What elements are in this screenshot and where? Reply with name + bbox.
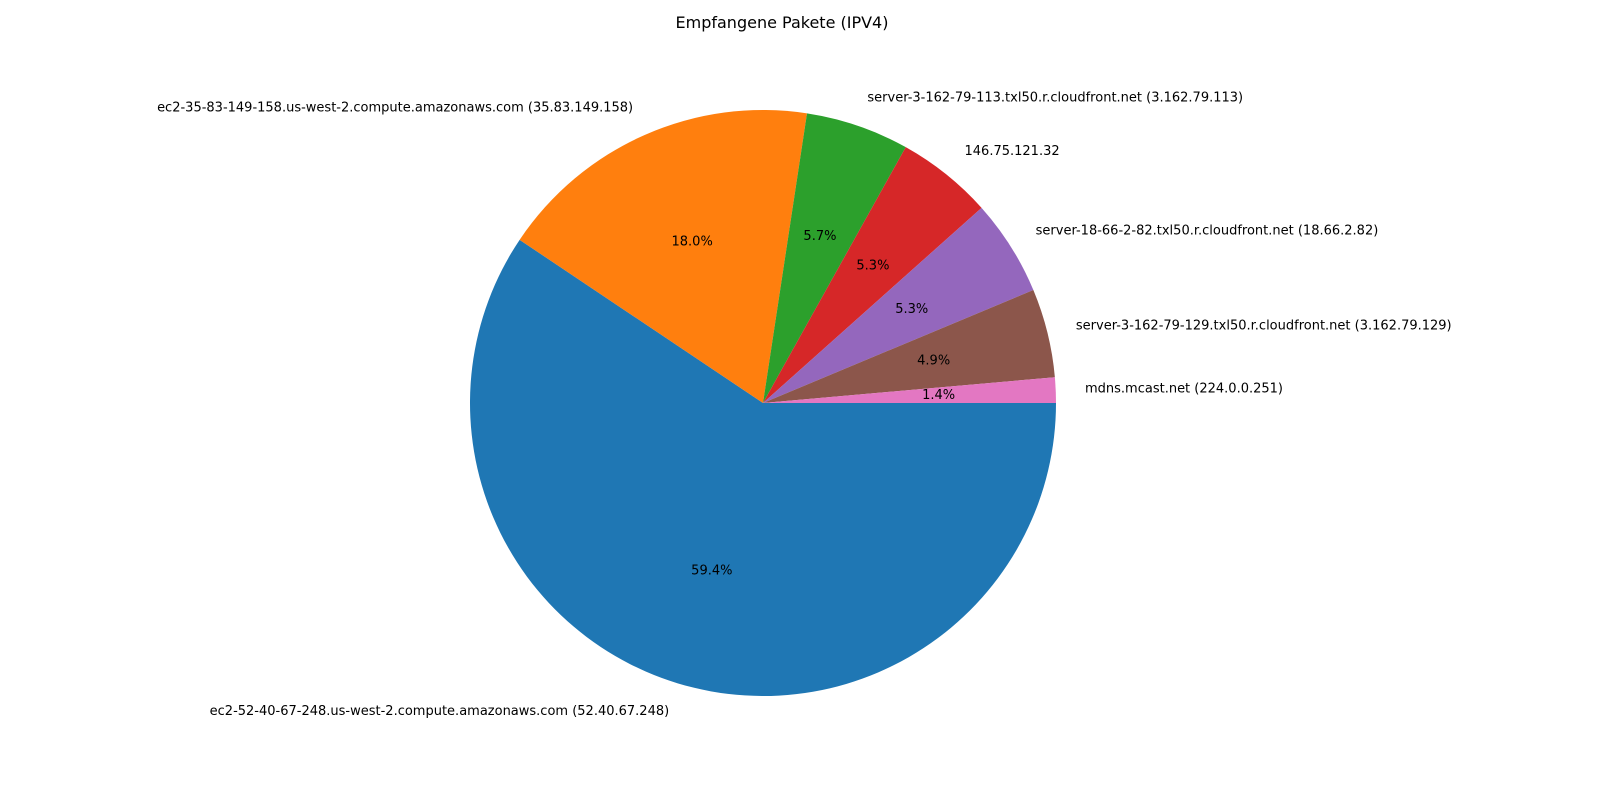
pie-slice-label: ec2-52-40-67-248.us-west-2.compute.amazo… bbox=[210, 704, 670, 719]
pie-pct-label: 5.7% bbox=[803, 229, 836, 244]
pie-pct-label: 1.4% bbox=[922, 388, 955, 403]
pie-slice-label: 146.75.121.32 bbox=[965, 144, 1060, 159]
pie-slice-mdns-mcast-net-224-0-0-251 bbox=[763, 377, 1056, 403]
pie-slice-server-18-66-2-82-txl50-r-cloudfront-net-18-66-2-82 bbox=[763, 207, 1034, 403]
pie-slice-label: server-3-162-79-129.txl50.r.cloudfront.n… bbox=[1076, 318, 1452, 333]
pie-pct-label: 4.9% bbox=[917, 353, 950, 368]
pie-slice-ec2-35-83-149-158-us-west-2-compute-amazonaws-com-35-83-149-158 bbox=[519, 109, 808, 403]
pie-slice-label: server-18-66-2-82.txl50.r.cloudfront.net… bbox=[1036, 224, 1379, 239]
pie-slice-label: server-3-162-79-113.txl50.r.cloudfront.n… bbox=[867, 91, 1243, 106]
pie-pct-label: 59.4% bbox=[691, 564, 732, 579]
pie-slice-label: mdns.mcast.net (224.0.0.251) bbox=[1085, 381, 1283, 396]
pie-slice-ec2-52-40-67-248-us-west-2-compute-amazonaws-com-52-40-67-248 bbox=[469, 239, 1056, 696]
pie-pct-label: 5.3% bbox=[856, 258, 889, 273]
chart-title: Empfangene Pakete (IPV4) bbox=[676, 13, 889, 32]
pie-slice-label: ec2-35-83-149-158.us-west-2.compute.amaz… bbox=[157, 101, 633, 116]
pie-labels: 59.4% ec2-52-40-67-248.us-west-2.compute.… bbox=[157, 91, 1452, 719]
pie-slice-server-3-162-79-129-txl50-r-cloudfront-net-3-162-79-129 bbox=[763, 290, 1055, 403]
pie-slices bbox=[469, 109, 1056, 696]
pie-slice-146-75-121-32 bbox=[763, 147, 982, 403]
pie-pct-label: 18.0% bbox=[672, 235, 713, 250]
pie-pct-label: 5.3% bbox=[895, 302, 928, 317]
pie-slice-server-3-162-79-113-txl50-r-cloudfront-net-3-162-79-113 bbox=[763, 113, 906, 403]
